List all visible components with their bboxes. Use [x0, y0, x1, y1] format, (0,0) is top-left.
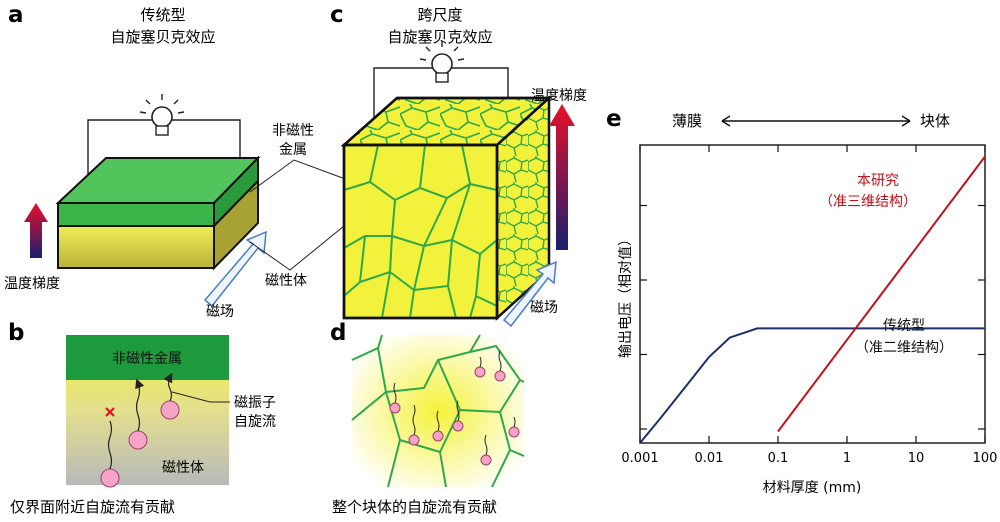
- panel-c-field-label: 磁场: [530, 300, 558, 316]
- leader-line-magnet: [249, 225, 345, 271]
- voltage-thickness-chart: 0.001 0.01 0.1 1 10 100: [621, 144, 998, 466]
- thin-film-label: 薄膜: [672, 112, 702, 130]
- series-red-label-1: 本研究: [857, 173, 899, 189]
- x-tick-label: 0.01: [695, 451, 724, 466]
- polycrystal-cube: [340, 95, 553, 321]
- nonmagnetic-label-2: 金属: [279, 142, 307, 158]
- x-tick-label: 0.1: [768, 451, 789, 466]
- panel-c-temp-label: 温度梯度: [531, 88, 587, 104]
- leader-line-metal: [249, 159, 349, 193]
- panel-b-caption: 仅界面附近自旋流有贡献: [10, 498, 175, 516]
- panel-letter-d: d: [330, 320, 346, 346]
- chart-xlabel: 材料厚度 (mm): [763, 480, 862, 496]
- magnon-label-1: 磁振子: [234, 395, 276, 411]
- panel-a-field-label: 磁场: [206, 304, 234, 320]
- panel-letter-e: e: [606, 106, 622, 132]
- panel-b-top-layer: 非磁性金属: [112, 351, 182, 367]
- lightbulb-icon: [87, 94, 241, 182]
- temperature-gradient-arrow: [549, 104, 575, 250]
- series-blue-label-2: （准二维结构）: [855, 340, 953, 356]
- panel-letter-c: c: [330, 2, 344, 28]
- magnetic-field-arrow: [502, 260, 557, 328]
- panel-c-title-2: 自旋塞贝克效应: [387, 28, 492, 46]
- panel-d-illustration: [351, 334, 525, 488]
- panel-a-title-1: 传统型: [140, 6, 185, 24]
- panel-d-caption: 整个块体的自旋流有贡献: [332, 498, 497, 516]
- lightbulb-icon: [373, 41, 509, 122]
- panel-b-illustration: [66, 335, 230, 488]
- magnon-label-2: 自旋流: [234, 414, 276, 430]
- series-red-label-2: （准三维结构）: [819, 194, 917, 210]
- chart-frame: [639, 144, 986, 444]
- magnet-label: 磁性体: [265, 273, 307, 289]
- bulk-label: 块体: [920, 112, 950, 130]
- panel-letter-b: b: [8, 320, 24, 346]
- x-tick-label: 100: [973, 451, 998, 466]
- double-arrow: [721, 115, 911, 127]
- x-tick-label: 1: [843, 451, 851, 466]
- temperature-gradient-arrow: [24, 203, 48, 258]
- x-tick-label: 0.001: [621, 451, 658, 466]
- panel-c-title-1: 跨尺度: [417, 6, 462, 24]
- panel-a-temp-label: 温度梯度: [4, 276, 60, 292]
- series-blue-label-1: 传统型: [883, 318, 925, 334]
- series-line-this-study: [777, 155, 986, 433]
- series-line-conventional: [639, 327, 985, 444]
- panel-a-title-2: 自旋塞贝克效应: [110, 28, 215, 46]
- bilayer-slab: [55, 155, 261, 271]
- chart-ylabel: 输出电压（相对值）: [618, 232, 634, 358]
- x-tick-label: 10: [908, 451, 925, 466]
- panel-letter-a: a: [8, 2, 24, 28]
- panel-b-bottom-layer: 磁性体: [162, 460, 204, 476]
- nonmagnetic-label-1: 非磁性: [272, 123, 314, 139]
